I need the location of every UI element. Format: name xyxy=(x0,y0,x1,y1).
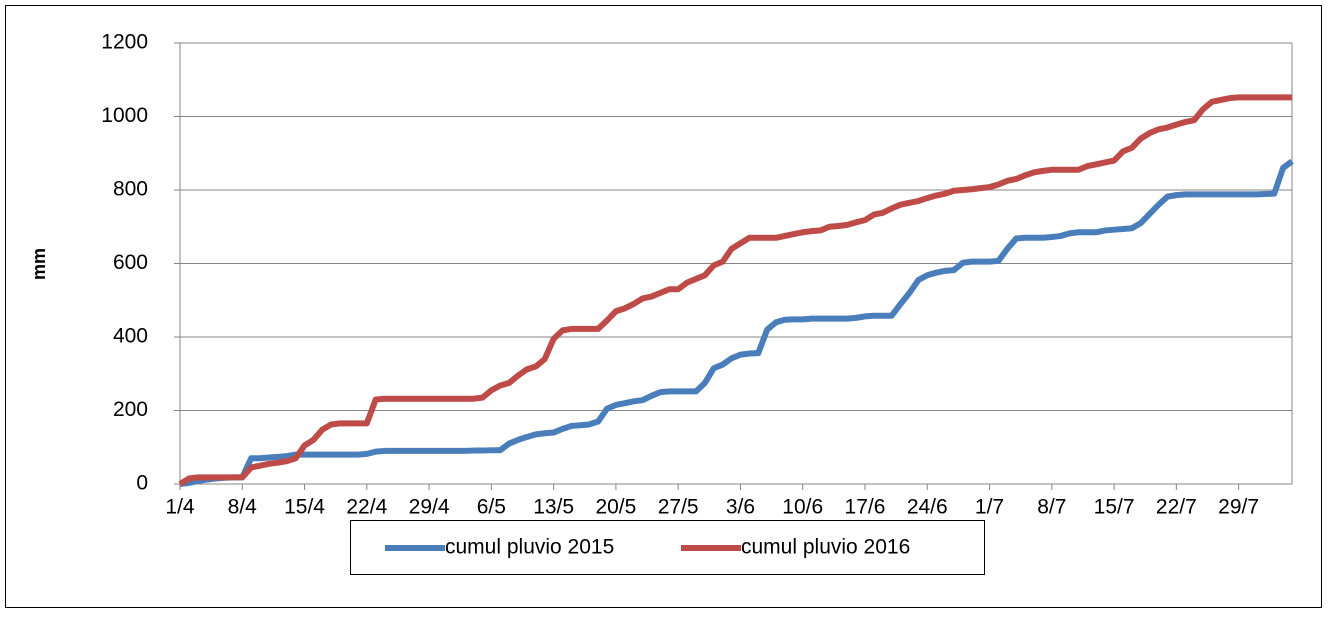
data-line xyxy=(178,94,1292,487)
chart-border xyxy=(5,5,1322,608)
x-tick-label: 15/7 xyxy=(1094,496,1135,519)
x-tick-label: 8/4 xyxy=(228,496,258,519)
legend-box xyxy=(350,520,985,575)
y-tick-label: 800 xyxy=(113,178,148,201)
x-tick-label: 27/5 xyxy=(658,496,699,519)
y-tick-label: 200 xyxy=(113,398,148,421)
x-tick-label: 1/4 xyxy=(165,496,195,519)
y-tick-label: 0 xyxy=(136,472,148,495)
x-tick-label: 8/7 xyxy=(1037,496,1066,519)
x-tick-label: 29/7 xyxy=(1218,496,1259,519)
y-axis-label: mm xyxy=(29,248,49,280)
x-tick-label: 29/4 xyxy=(409,496,450,519)
x-tick-label: 24/6 xyxy=(907,496,948,519)
x-tick-label: 22/4 xyxy=(346,496,387,519)
x-tick-label: 22/7 xyxy=(1156,496,1197,519)
y-tick-label: 400 xyxy=(113,325,148,348)
x-tick-label: 20/5 xyxy=(595,496,636,519)
x-tick-label: 6/5 xyxy=(477,496,506,519)
x-tick-label: 17/6 xyxy=(845,496,886,519)
y-tick-label: 600 xyxy=(113,251,148,274)
legend-label: cumul pluvio 2015 xyxy=(445,536,614,559)
x-tick-label: 3/6 xyxy=(726,496,755,519)
data-line xyxy=(179,158,1294,487)
x-tick-label: 1/7 xyxy=(975,496,1004,519)
y-tick-label: 1000 xyxy=(101,104,148,127)
x-tick-label: 15/4 xyxy=(284,496,325,519)
x-tick-label: 13/5 xyxy=(533,496,574,519)
legend-label: cumul pluvio 2016 xyxy=(741,536,910,559)
y-tick-label: 1200 xyxy=(101,31,148,54)
x-tick-label: 10/6 xyxy=(782,496,823,519)
